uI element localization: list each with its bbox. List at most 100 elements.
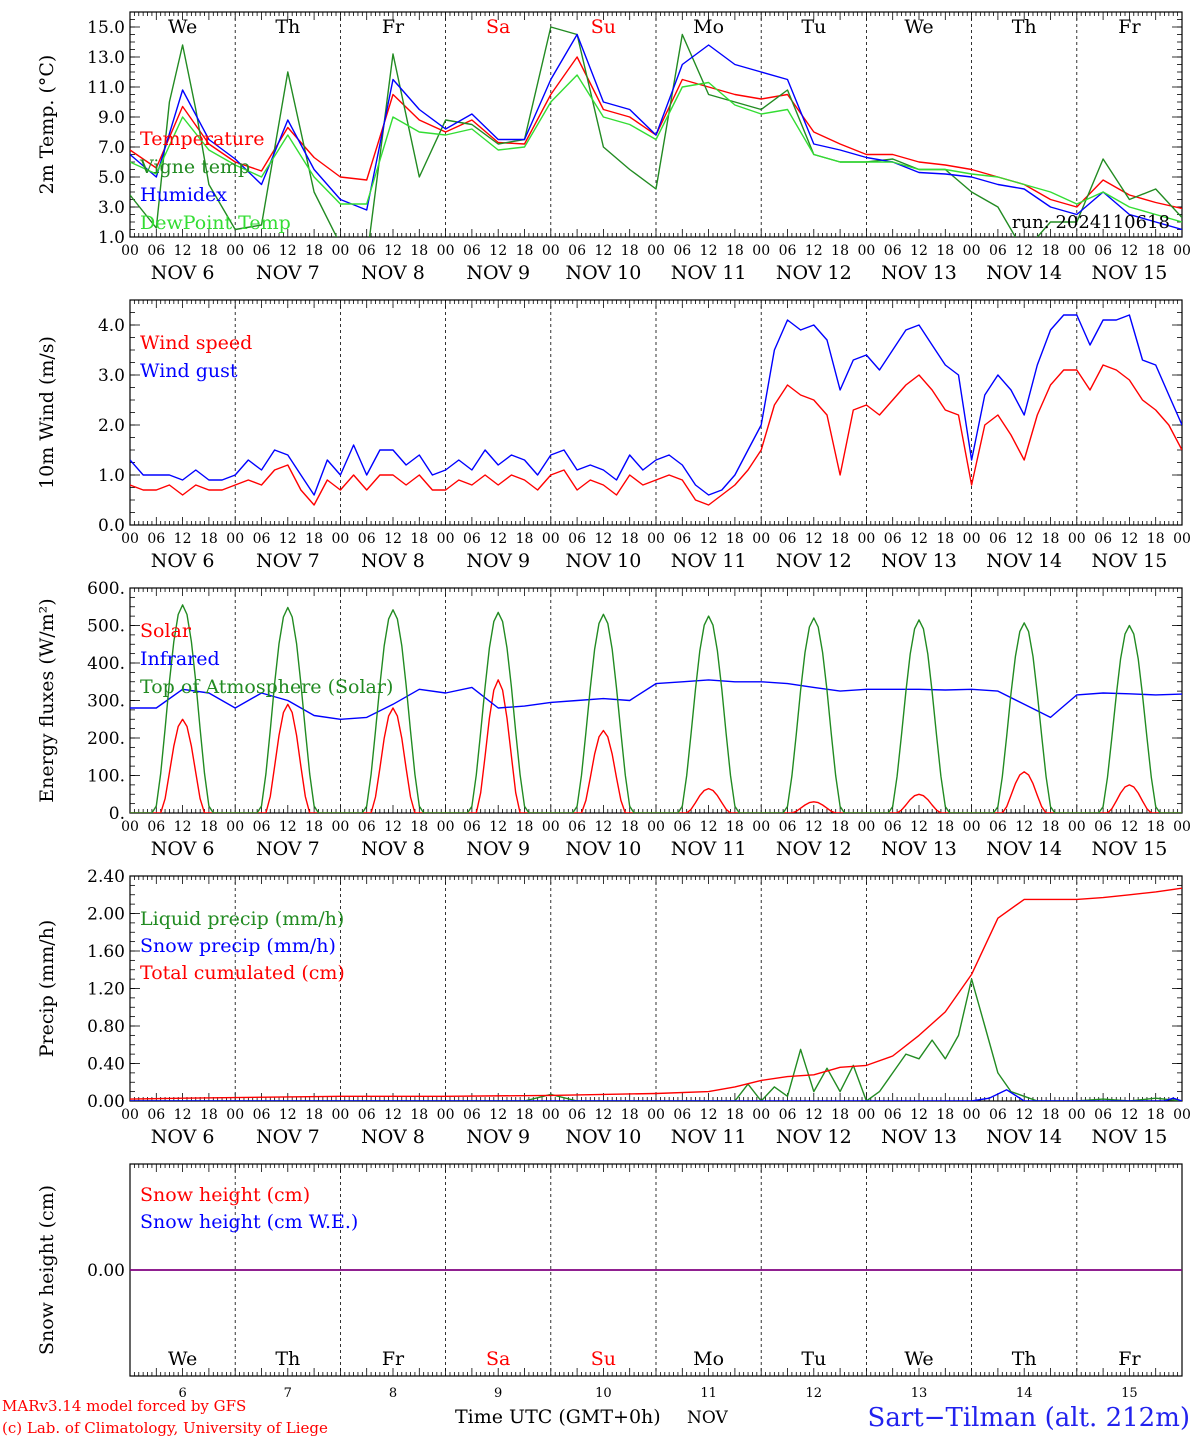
- time-axis-month: NOV: [687, 1408, 729, 1428]
- date-label: NOV 15: [1091, 838, 1167, 860]
- date-label: NOV 7: [256, 1126, 320, 1148]
- hour-label: 12: [594, 243, 612, 259]
- hour-label: 00: [647, 531, 665, 547]
- day-name-label: Th: [1012, 1348, 1037, 1370]
- series-line-4: [130, 74, 1182, 223]
- hour-label: 18: [1042, 243, 1060, 259]
- hour-label: 18: [410, 819, 428, 835]
- y-tick-label: 0.40: [87, 1055, 125, 1075]
- hour-label: 00: [1173, 243, 1191, 259]
- day-number-label: 12: [806, 1386, 823, 1401]
- hour-label: 18: [1147, 531, 1165, 547]
- hour-label: 06: [253, 819, 271, 835]
- hour-label: 06: [779, 819, 797, 835]
- hour-label: 18: [305, 819, 323, 835]
- hour-label: 06: [463, 819, 481, 835]
- hour-label: 00: [647, 1107, 665, 1123]
- hour-label: 12: [910, 1107, 928, 1123]
- y-tick-label: 100.: [87, 767, 125, 787]
- hour-label: 06: [884, 1107, 902, 1123]
- legend-entry-3: Humidex: [140, 184, 227, 206]
- hour-label: 12: [700, 1107, 718, 1123]
- y-tick-label: 11.0: [87, 78, 125, 98]
- date-label: NOV 11: [671, 262, 747, 284]
- date-label: NOV 15: [1091, 1126, 1167, 1148]
- hour-label: 18: [410, 531, 428, 547]
- hour-label: 18: [621, 819, 639, 835]
- chart-panel-3: 0. 100. 200. 300. 400. 500. 600. Energy fluxes …: [36, 579, 1191, 860]
- hour-label: 06: [568, 1107, 586, 1123]
- legend-entry-1: Snow height (cm): [140, 1184, 310, 1206]
- hour-label: 12: [910, 243, 928, 259]
- hour-label: 12: [1015, 531, 1033, 547]
- date-label: NOV 9: [466, 262, 530, 284]
- hour-label: 06: [673, 531, 691, 547]
- hour-label: 06: [989, 1107, 1007, 1123]
- hour-label: 06: [463, 1107, 481, 1123]
- hour-label: 00: [963, 531, 981, 547]
- hour-label: 06: [147, 1107, 165, 1123]
- hour-label: 18: [200, 243, 218, 259]
- hour-label: 18: [200, 819, 218, 835]
- hour-label: 18: [726, 1107, 744, 1123]
- hour-label: 00: [331, 531, 349, 547]
- y-tick-label: 3.0: [98, 366, 125, 386]
- y-tick-label: 2.0: [98, 416, 125, 436]
- day-name-label: Th: [1012, 16, 1037, 38]
- hour-label: 12: [489, 531, 507, 547]
- hour-label: 18: [831, 531, 849, 547]
- hour-label: 18: [1042, 531, 1060, 547]
- date-label: NOV 6: [151, 1126, 215, 1148]
- legend-entry-1: Solar: [140, 620, 192, 642]
- y-tick-label: 0.0: [98, 516, 125, 536]
- hour-label: 00: [1173, 531, 1191, 547]
- legend-entry-3: Total cumulated (cm): [140, 962, 345, 984]
- date-label: NOV 14: [986, 838, 1062, 860]
- hour-label: 18: [305, 243, 323, 259]
- date-label: NOV 10: [565, 550, 641, 572]
- date-label: NOV 11: [671, 838, 747, 860]
- day-number-label: 13: [911, 1386, 928, 1401]
- hour-label: 12: [1120, 819, 1138, 835]
- y-tick-label: 9.0: [98, 108, 125, 128]
- y-tick-label: 400.: [87, 654, 125, 674]
- hour-label: 18: [936, 819, 954, 835]
- y-axis-label: Snow height (cm): [36, 1185, 58, 1355]
- hour-label: 06: [358, 531, 376, 547]
- hour-label: 18: [1042, 819, 1060, 835]
- hour-label: 00: [331, 819, 349, 835]
- hour-label: 12: [700, 819, 718, 835]
- hour-label: 00: [121, 243, 139, 259]
- day-name-label: Th: [275, 16, 300, 38]
- day-number-label: 10: [595, 1386, 612, 1401]
- hour-label: 12: [805, 1107, 823, 1123]
- hour-label: 00: [331, 1107, 349, 1123]
- hour-label: 00: [1068, 531, 1086, 547]
- date-label: NOV 6: [151, 550, 215, 572]
- y-tick-label: 1.60: [87, 942, 125, 962]
- hour-label: 12: [805, 819, 823, 835]
- hour-label: 12: [279, 243, 297, 259]
- hour-label: 12: [174, 243, 192, 259]
- date-label: NOV 12: [776, 550, 852, 572]
- footer-lab-credit: (c) Lab. of Climatology, University of L…: [2, 1419, 328, 1437]
- series-group: [130, 314, 1182, 506]
- hour-label: 06: [147, 819, 165, 835]
- hour-label: 12: [384, 531, 402, 547]
- legend-entry-2: Vigne temp: [139, 156, 250, 178]
- date-label: NOV 14: [986, 1126, 1062, 1148]
- y-tick-label: 13.0: [87, 48, 125, 68]
- hour-label: 06: [253, 531, 271, 547]
- hour-label: 18: [1147, 819, 1165, 835]
- hour-label: 06: [884, 243, 902, 259]
- hour-label: 18: [516, 531, 534, 547]
- hour-label: 06: [1094, 243, 1112, 259]
- chart-panel-2: 0.0 1.0 2.0 3.0 4.0 10m Wind (m/s) 00 06 12 18 00 0…: [36, 299, 1191, 572]
- hour-label: 00: [121, 1107, 139, 1123]
- hour-label: 00: [1173, 819, 1191, 835]
- hour-label: 00: [226, 243, 244, 259]
- hour-label: 18: [621, 1107, 639, 1123]
- hour-label: 18: [200, 531, 218, 547]
- y-tick-label: 5.0: [98, 168, 125, 188]
- hour-label: 12: [805, 531, 823, 547]
